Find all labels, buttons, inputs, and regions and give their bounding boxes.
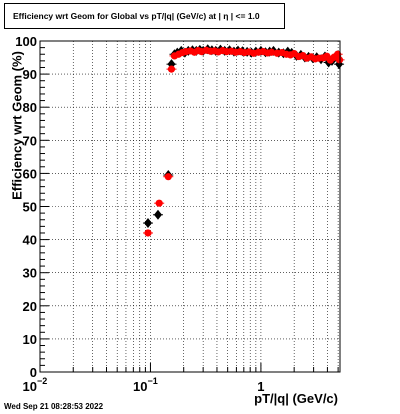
- timestamp: Wed Sep 21 08:28:53 2022: [4, 402, 104, 411]
- data-point: [334, 50, 342, 58]
- data-point: [155, 199, 163, 207]
- y-tick-labels: 0 10 20 30 40 50 60 70 80 90 100: [15, 34, 37, 380]
- data-point: [268, 48, 276, 56]
- y-tick-label: 60: [23, 166, 37, 181]
- x-tick-label-base: 10: [133, 379, 147, 394]
- y-axis-label: Efficiency wrt Geom (%): [9, 51, 25, 200]
- data-point: [144, 229, 152, 237]
- y-tick-label: 40: [23, 233, 37, 248]
- x-tick-label: 10 −1: [133, 376, 158, 394]
- chart-title: Efficiency wrt Geom for Global vs pT/|q|…: [13, 11, 260, 21]
- data-point: [164, 173, 172, 181]
- x-tick-label-base: 1: [257, 379, 264, 394]
- x-tick-label-base: 10: [23, 379, 37, 394]
- y-tick-label: 50: [23, 200, 37, 215]
- x-axis-label: pT/|q| (GeV/c): [254, 391, 338, 406]
- y-tick-label: 100: [15, 34, 37, 49]
- y-tick-label: 80: [23, 100, 37, 115]
- y-tick-label: 90: [23, 67, 37, 82]
- x-tick-label-exponent: −2: [37, 376, 47, 386]
- data-markers: [142, 44, 345, 237]
- data-point: [167, 65, 176, 73]
- series-1: [142, 46, 345, 237]
- x-tick-label: 1: [257, 379, 264, 394]
- y-tick-label: 70: [23, 133, 37, 148]
- y-tick-label: 20: [23, 299, 37, 314]
- title-box: Efficiency wrt Geom for Global vs pT/|q|…: [4, 3, 285, 29]
- y-tick-label: 30: [23, 266, 37, 281]
- data-point: [143, 218, 152, 229]
- data-point: [153, 209, 162, 220]
- y-tick-label: 10: [23, 332, 37, 347]
- grid-lines: [40, 41, 340, 372]
- x-tick-label-exponent: −1: [147, 376, 157, 386]
- y-tick-label: 0: [30, 365, 37, 380]
- axis-ticks: [39, 40, 339, 373]
- x-tick-label: 10 −2: [23, 376, 48, 394]
- x-tick-labels: 10 −2 10 −1 1: [23, 376, 265, 394]
